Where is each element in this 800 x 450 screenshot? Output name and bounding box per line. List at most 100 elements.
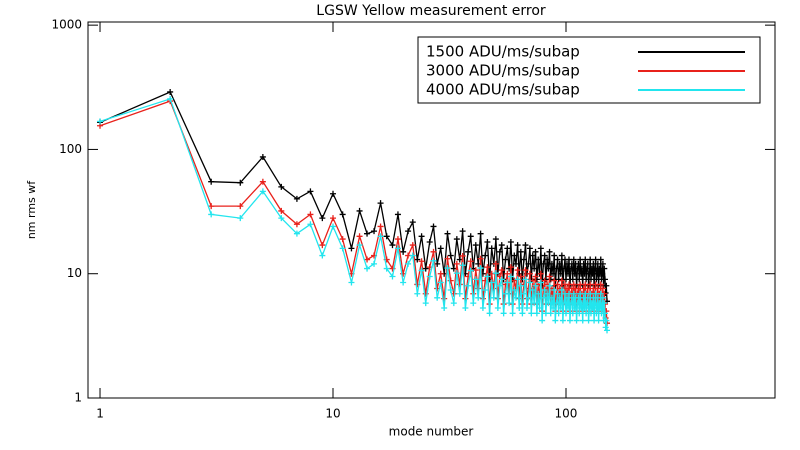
point-marker [532,248,539,255]
point-marker [526,245,533,252]
point-marker [523,304,530,311]
point-marker [573,317,580,324]
point-marker [490,294,497,301]
point-marker [208,211,215,218]
point-marker [535,290,542,297]
point-marker [498,267,505,274]
point-marker [593,310,600,317]
point-marker [459,252,466,259]
point-marker [400,248,407,255]
point-marker [516,304,523,311]
point-marker [522,242,529,249]
y-axis-label: nm rms wf [25,180,38,239]
point-marker [484,264,491,271]
point-marker [533,310,540,317]
point-marker [430,257,437,264]
point-marker [502,290,509,297]
point-marker [571,304,578,311]
point-marker [577,281,584,288]
point-marker [564,304,571,311]
point-marker [405,260,412,267]
chart-title: LGSW Yellow measurement error [316,3,546,19]
point-marker [576,310,583,317]
point-marker [519,310,526,317]
point-marker [577,290,584,297]
point-marker [522,267,529,274]
point-marker [409,219,416,226]
point-marker [554,256,561,263]
point-marker [348,245,355,252]
point-marker [562,276,569,283]
point-marker [537,270,544,277]
point-marker [482,286,489,293]
point-marker [550,270,557,277]
point-marker [259,188,266,195]
point-marker [459,262,466,269]
point-marker [599,260,606,267]
point-marker [477,230,484,237]
point-marker [422,265,429,272]
point-marker [569,310,576,317]
point-marker [545,265,552,272]
point-marker [511,277,518,284]
x-tick-label: 10 [325,407,340,421]
point-marker [545,300,552,307]
point-marker [604,327,611,334]
point-marker [517,282,524,289]
point-marker [599,304,606,311]
point-marker [467,233,474,240]
point-marker [479,304,486,311]
point-marker [567,300,574,307]
point-marker [603,282,610,289]
point-marker [511,286,518,293]
point-marker [496,248,503,255]
point-marker [453,270,460,277]
point-marker [546,273,553,280]
point-marker [498,276,505,283]
point-marker [422,300,429,307]
point-marker [492,260,499,267]
point-marker [278,215,285,222]
point-marker [504,245,511,252]
point-marker [97,118,104,125]
point-marker [529,252,536,259]
point-marker [472,267,479,274]
point-marker [467,267,474,274]
point-marker [465,282,472,289]
point-marker [502,256,509,263]
x-tick-label: 1 [96,407,104,421]
point-marker [484,238,491,245]
point-marker [540,260,547,267]
point-marker [208,203,215,210]
point-marker [569,276,576,283]
point-marker [383,233,390,240]
point-marker [437,245,444,252]
point-marker [488,245,495,252]
point-marker [551,277,558,284]
point-marker [418,258,425,265]
point-marker [437,270,444,277]
point-marker [356,233,363,240]
point-marker [364,230,371,237]
point-marker [506,300,513,307]
point-marker [475,294,482,301]
point-marker [551,286,558,293]
point-marker [562,310,569,317]
point-marker [512,294,519,301]
y-tick-label: 100 [59,142,82,156]
point-marker [514,267,521,274]
point-marker [208,178,215,185]
point-marker [546,248,553,255]
point-marker [364,265,371,272]
point-marker [492,270,499,277]
point-marker [532,273,539,280]
point-marker [414,256,421,263]
point-marker [237,203,244,210]
point-marker [592,281,599,288]
point-marker [525,260,532,267]
point-marker [278,207,285,214]
point-marker [531,300,538,307]
point-marker [472,242,479,249]
point-marker [599,294,606,301]
point-marker [409,252,416,259]
